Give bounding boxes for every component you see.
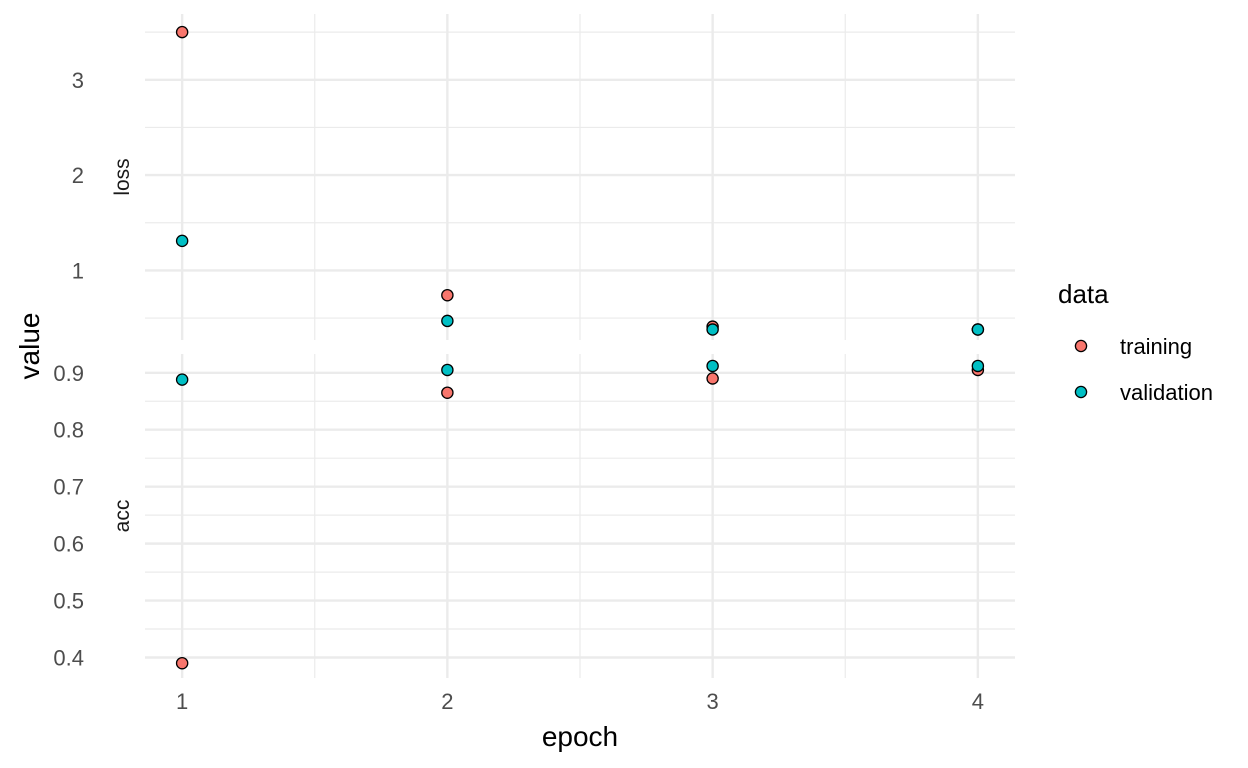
x-tick-label: 4 xyxy=(972,689,984,714)
point-loss-validation xyxy=(706,323,719,336)
x-axis-title: epoch xyxy=(542,721,618,752)
series-validation xyxy=(175,234,985,336)
y-tick-label: 2 xyxy=(72,163,84,188)
point-acc-training xyxy=(706,372,719,385)
legend-item-training: training xyxy=(1074,334,1192,359)
legend-title: data xyxy=(1058,279,1109,309)
point-loss-training xyxy=(441,288,454,302)
point-acc-validation xyxy=(706,359,719,373)
legend-key-training xyxy=(1074,339,1088,353)
point-acc-training xyxy=(175,656,189,670)
point-loss-validation xyxy=(971,323,985,336)
x-tick-label: 2 xyxy=(441,689,453,714)
x-tick-label: 1 xyxy=(176,689,188,714)
x-axis: 1 2 3 4 xyxy=(176,689,984,714)
point-loss-training xyxy=(175,25,189,39)
legend: data training validation xyxy=(1058,279,1213,405)
series-validation xyxy=(175,359,985,386)
legend-label: validation xyxy=(1120,380,1213,405)
legend-item-validation: validation xyxy=(1074,380,1213,405)
x-tick-label: 3 xyxy=(706,689,718,714)
legend-key-validation xyxy=(1074,385,1088,399)
y-tick-label: 1 xyxy=(72,258,84,283)
y-tick-label: 0.7 xyxy=(53,475,84,500)
panel-loss: 1 2 3 loss xyxy=(72,14,1015,340)
point-loss-validation xyxy=(441,314,454,328)
y-tick-label: 0.8 xyxy=(53,418,84,443)
point-acc-validation xyxy=(441,363,454,377)
point-acc-training xyxy=(441,386,454,399)
facet-panels: 1 2 3 loss 0.4 0.5 0.6 0.7 0.8 0.9 acc xyxy=(53,14,1015,678)
y-tick-label: 0.4 xyxy=(53,646,84,671)
facet-strip-label: loss xyxy=(111,158,134,195)
y-tick-label: 3 xyxy=(72,68,84,93)
legend-label: training xyxy=(1120,334,1192,359)
y-axis-title: value xyxy=(14,313,45,380)
point-acc-validation xyxy=(175,373,189,386)
point-loss-validation xyxy=(175,234,189,248)
y-tick-label: 0.9 xyxy=(53,361,84,386)
facet-strip-label: acc xyxy=(111,500,134,533)
y-tick-label: 0.5 xyxy=(53,589,84,614)
point-acc-validation xyxy=(971,359,985,373)
panel-acc: 0.4 0.5 0.6 0.7 0.8 0.9 acc xyxy=(53,354,1015,678)
y-tick-label: 0.6 xyxy=(53,532,84,557)
